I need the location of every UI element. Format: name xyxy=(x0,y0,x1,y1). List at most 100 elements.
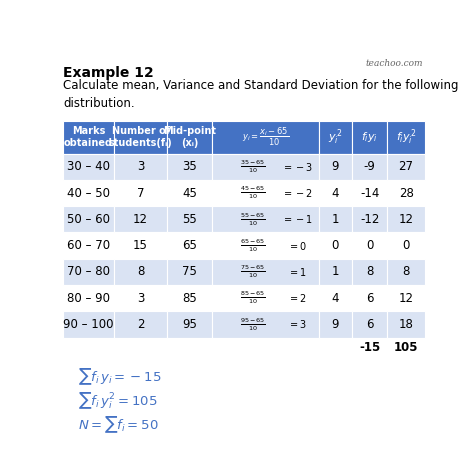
Text: 15: 15 xyxy=(133,239,148,252)
FancyBboxPatch shape xyxy=(387,154,425,180)
Text: Example 12: Example 12 xyxy=(63,66,154,80)
Text: 50 – 60: 50 – 60 xyxy=(67,213,110,226)
FancyBboxPatch shape xyxy=(387,259,425,285)
FancyBboxPatch shape xyxy=(114,154,167,180)
Text: $f_iy_i$: $f_iy_i$ xyxy=(361,130,378,144)
Text: $= 1$: $= 1$ xyxy=(288,266,307,278)
Text: 0: 0 xyxy=(402,239,410,252)
Text: $\frac{55-65}{10}$: $\frac{55-65}{10}$ xyxy=(240,211,265,228)
Text: Calculate mean, Variance and Standard Deviation for the following
distribution.: Calculate mean, Variance and Standard De… xyxy=(63,79,458,110)
FancyBboxPatch shape xyxy=(63,311,114,337)
FancyBboxPatch shape xyxy=(319,259,352,285)
Text: 0: 0 xyxy=(332,239,339,252)
FancyBboxPatch shape xyxy=(114,285,167,311)
FancyBboxPatch shape xyxy=(352,180,387,206)
Text: 12: 12 xyxy=(133,213,148,226)
Text: $\frac{65-65}{10}$: $\frac{65-65}{10}$ xyxy=(240,237,265,254)
FancyBboxPatch shape xyxy=(212,259,319,285)
FancyBboxPatch shape xyxy=(352,232,387,259)
FancyBboxPatch shape xyxy=(319,121,352,154)
Text: $\frac{85-65}{10}$: $\frac{85-65}{10}$ xyxy=(240,290,265,307)
FancyBboxPatch shape xyxy=(319,311,352,337)
Text: $y_i^{\,2}$: $y_i^{\,2}$ xyxy=(328,128,343,147)
Text: 6: 6 xyxy=(366,318,374,331)
Text: -14: -14 xyxy=(360,186,379,200)
Text: Mid-point
(xᵢ): Mid-point (xᵢ) xyxy=(163,126,216,148)
Text: $\frac{75-65}{10}$: $\frac{75-65}{10}$ xyxy=(240,264,265,280)
Text: 8: 8 xyxy=(137,265,144,278)
Text: 75: 75 xyxy=(182,265,197,278)
Text: 3: 3 xyxy=(137,292,144,305)
FancyBboxPatch shape xyxy=(387,180,425,206)
Text: $f_iy_i^{\,2}$: $f_iy_i^{\,2}$ xyxy=(396,128,417,147)
Text: Marks
obtained: Marks obtained xyxy=(64,126,113,148)
Text: 0: 0 xyxy=(366,239,374,252)
FancyBboxPatch shape xyxy=(212,180,319,206)
FancyBboxPatch shape xyxy=(212,154,319,180)
FancyBboxPatch shape xyxy=(167,154,212,180)
Text: $= 0$: $= 0$ xyxy=(288,239,307,252)
Text: -9: -9 xyxy=(364,160,375,173)
FancyBboxPatch shape xyxy=(319,337,352,357)
Text: $\frac{35-65}{10}$: $\frac{35-65}{10}$ xyxy=(240,158,265,175)
FancyBboxPatch shape xyxy=(114,180,167,206)
Text: 6: 6 xyxy=(366,292,374,305)
FancyBboxPatch shape xyxy=(63,337,114,357)
FancyBboxPatch shape xyxy=(167,285,212,311)
Text: $= 2$: $= 2$ xyxy=(288,292,307,304)
Text: teachoo.com: teachoo.com xyxy=(365,59,423,68)
FancyBboxPatch shape xyxy=(114,311,167,337)
Text: 2: 2 xyxy=(137,318,145,331)
FancyBboxPatch shape xyxy=(387,285,425,311)
FancyBboxPatch shape xyxy=(114,259,167,285)
FancyBboxPatch shape xyxy=(114,121,167,154)
FancyBboxPatch shape xyxy=(212,232,319,259)
Text: 1: 1 xyxy=(331,265,339,278)
FancyBboxPatch shape xyxy=(212,337,319,357)
FancyBboxPatch shape xyxy=(352,154,387,180)
FancyBboxPatch shape xyxy=(63,154,114,180)
Text: 105: 105 xyxy=(394,341,419,354)
Text: $= 3$: $= 3$ xyxy=(288,319,307,330)
FancyBboxPatch shape xyxy=(387,337,425,357)
FancyBboxPatch shape xyxy=(319,154,352,180)
FancyBboxPatch shape xyxy=(63,259,114,285)
FancyBboxPatch shape xyxy=(212,285,319,311)
Text: 4: 4 xyxy=(331,292,339,305)
Text: 8: 8 xyxy=(402,265,410,278)
Text: 3: 3 xyxy=(137,160,144,173)
FancyBboxPatch shape xyxy=(352,311,387,337)
FancyBboxPatch shape xyxy=(167,232,212,259)
FancyBboxPatch shape xyxy=(167,180,212,206)
FancyBboxPatch shape xyxy=(387,121,425,154)
FancyBboxPatch shape xyxy=(212,311,319,337)
FancyBboxPatch shape xyxy=(114,337,167,357)
Text: 55: 55 xyxy=(182,213,197,226)
Text: 9: 9 xyxy=(331,160,339,173)
FancyBboxPatch shape xyxy=(114,206,167,232)
FancyBboxPatch shape xyxy=(352,337,387,357)
Text: 4: 4 xyxy=(331,186,339,200)
FancyBboxPatch shape xyxy=(63,232,114,259)
Text: -12: -12 xyxy=(360,213,379,226)
Text: 7: 7 xyxy=(137,186,145,200)
Text: $= -1$: $= -1$ xyxy=(282,213,313,225)
FancyBboxPatch shape xyxy=(319,180,352,206)
Text: Number of
students(fᵢ): Number of students(fᵢ) xyxy=(109,126,173,148)
FancyBboxPatch shape xyxy=(319,232,352,259)
FancyBboxPatch shape xyxy=(352,259,387,285)
Text: 27: 27 xyxy=(399,160,414,173)
Text: $\frac{95-65}{10}$: $\frac{95-65}{10}$ xyxy=(240,316,265,333)
Text: 1: 1 xyxy=(331,213,339,226)
Text: 65: 65 xyxy=(182,239,197,252)
Text: 18: 18 xyxy=(399,318,413,331)
Text: $= -3$: $= -3$ xyxy=(282,161,313,173)
Text: $\sum f_i\, y_i^2 = 105$: $\sum f_i\, y_i^2 = 105$ xyxy=(78,391,157,411)
FancyBboxPatch shape xyxy=(167,259,212,285)
Text: 28: 28 xyxy=(399,186,413,200)
FancyBboxPatch shape xyxy=(352,121,387,154)
FancyBboxPatch shape xyxy=(319,285,352,311)
FancyBboxPatch shape xyxy=(352,285,387,311)
Text: 12: 12 xyxy=(399,292,414,305)
FancyBboxPatch shape xyxy=(319,206,352,232)
